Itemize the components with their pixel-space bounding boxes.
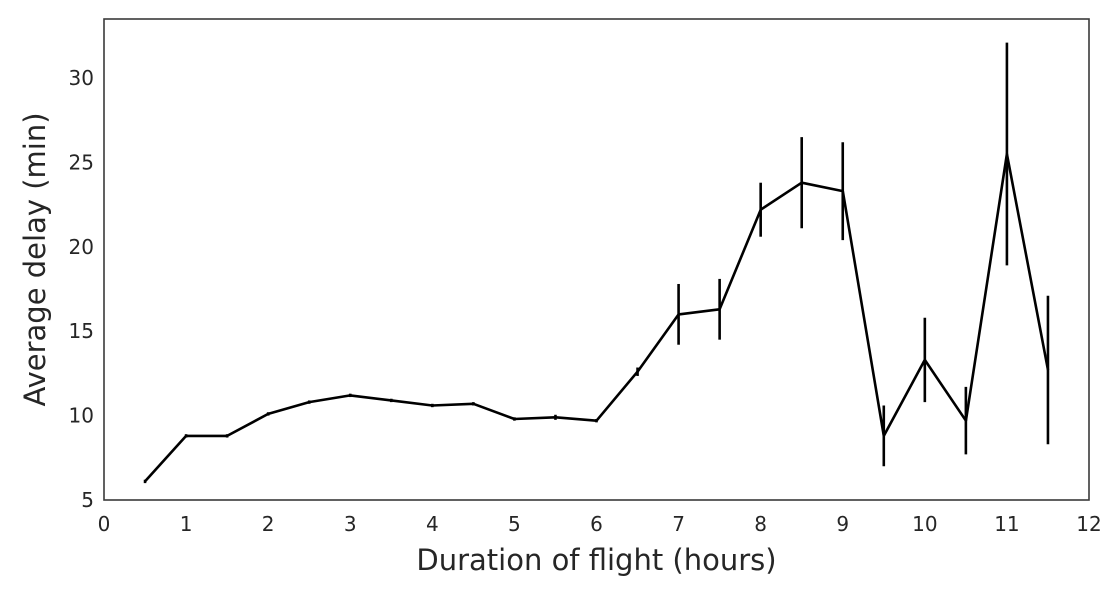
x-tick-label: 3 — [344, 512, 357, 536]
series-lines — [144, 152, 1050, 483]
x-tick-label: 5 — [508, 512, 521, 536]
x-axis-label: Duration of flight (hours) — [416, 543, 776, 577]
x-tick-label: 12 — [1076, 512, 1101, 536]
y-tick-label: 5 — [81, 488, 94, 512]
x-tick-label: 2 — [262, 512, 275, 536]
x-tick-label: 1 — [180, 512, 193, 536]
plot-frame — [103, 18, 1090, 501]
x-tick-label: 11 — [994, 512, 1019, 536]
x-tick-label: 4 — [426, 512, 439, 536]
y-tick-label: 15 — [69, 319, 94, 343]
x-tick-label: 7 — [672, 512, 685, 536]
y-tick-label: 20 — [69, 235, 94, 259]
series-line — [144, 152, 1050, 483]
y-axis-label: Average delay (min) — [18, 112, 52, 406]
x-tick-label: 10 — [912, 512, 937, 536]
x-tick-label: 8 — [754, 512, 767, 536]
x-tick-label: 0 — [98, 512, 111, 536]
x-tick-label: 6 — [590, 512, 603, 536]
x-tick-label: 9 — [836, 512, 849, 536]
y-tick-label: 30 — [69, 66, 94, 90]
y-tick-label: 25 — [69, 150, 94, 174]
x-axis-ticks: 0 1 2 3 4 5 6 7 8 9 10 11 12 — [98, 512, 1102, 536]
y-tick-label: 10 — [69, 404, 94, 428]
y-axis-ticks: 5 10 15 20 25 30 — [69, 66, 94, 512]
